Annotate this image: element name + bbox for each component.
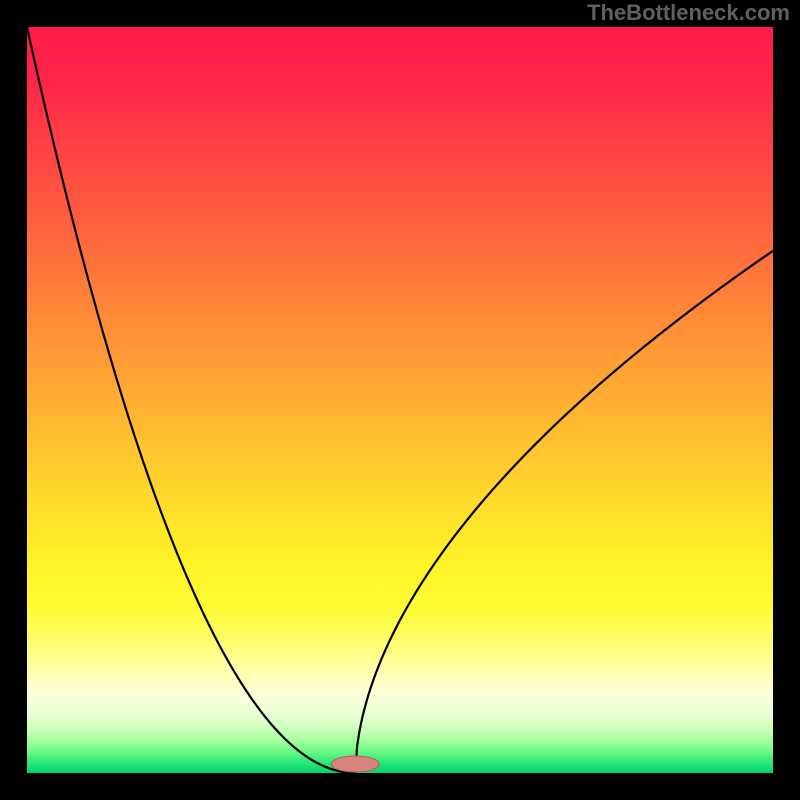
chart-svg: TheBottleneck.com bbox=[0, 0, 800, 800]
watermark-text: TheBottleneck.com bbox=[587, 0, 790, 25]
optimum-marker bbox=[331, 756, 379, 772]
plot-gradient-background bbox=[27, 27, 773, 773]
bottleneck-chart: TheBottleneck.com bbox=[0, 0, 800, 800]
